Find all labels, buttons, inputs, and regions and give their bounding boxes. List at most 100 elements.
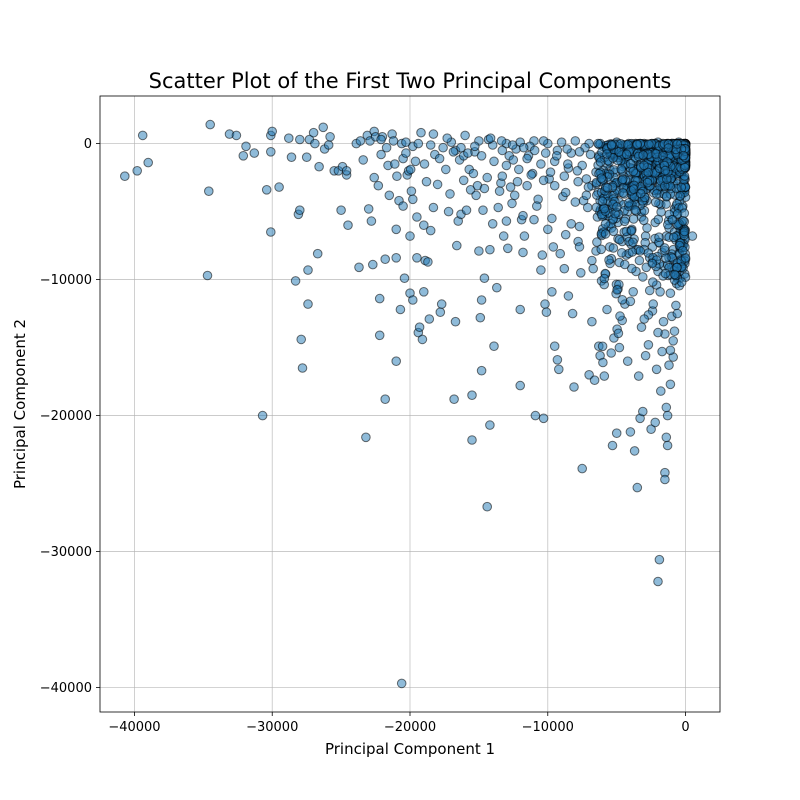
data-point [286,152,297,162]
data-point [619,216,630,227]
data-point [413,138,424,149]
data-point [436,299,447,309]
data-point [474,246,484,256]
data-point [625,158,636,169]
data-point [318,122,329,133]
data-point [627,247,638,257]
data-point [628,184,639,194]
data-point [639,215,649,226]
data-point [434,153,445,164]
data-point [638,406,648,417]
data-point [655,287,665,297]
data-point [600,229,611,239]
data-point [556,137,567,147]
data-point [529,214,539,225]
data-point [432,179,443,190]
data-point [423,257,433,267]
data-point [599,371,610,381]
data-point [336,205,346,215]
data-point [634,255,645,266]
y-tick-label: −30000 [40,545,92,560]
data-point [493,202,504,213]
data-point [366,216,377,226]
data-point [479,183,490,194]
data-point [380,254,391,265]
data-point [395,304,406,315]
data-point [647,258,658,269]
data-point [485,133,496,143]
data-point [310,138,320,149]
data-point [592,237,602,247]
data-point [537,250,548,260]
data-point [205,119,215,130]
data-point [408,295,418,305]
data-point [577,463,588,474]
data-point [424,314,435,324]
data-point [560,187,571,198]
data-point [479,273,490,284]
data-point [461,205,472,215]
data-point [428,129,439,139]
data-point [312,248,323,259]
data-point [463,148,473,158]
data-point [388,136,399,146]
data-point [632,139,643,150]
data-point [630,205,641,215]
data-point [622,356,633,367]
data-point [509,190,520,201]
data-point [512,176,523,187]
data-point [529,145,540,156]
data-point [391,224,402,235]
data-point [551,151,562,161]
data-point [494,186,505,196]
data-point [478,205,488,215]
data-point [582,202,593,213]
data-point [518,247,528,258]
data-point [598,357,608,368]
data-point [574,242,585,252]
data-point [613,328,624,339]
data-point [355,136,366,146]
data-point [651,189,662,199]
data-point [628,287,639,297]
data-point [600,219,611,229]
data-point [396,678,407,689]
data-point [538,136,549,146]
data-point [518,210,528,221]
data-point [675,191,685,201]
data-point [373,180,384,191]
data-point [421,176,432,187]
data-point [658,316,669,327]
data-point [572,166,583,176]
x-tick-label: 0 [681,720,689,735]
data-point [471,190,481,201]
data-point [662,440,673,451]
data-point [249,148,260,158]
data-point [638,272,648,282]
data-point [343,220,353,230]
data-point [390,159,400,169]
data-point [608,243,619,253]
data-point [628,214,639,224]
data-point [547,287,557,297]
data-point [303,299,313,309]
data-point [661,432,672,443]
data-point [416,127,426,138]
data-point [585,149,596,160]
data-point [576,268,586,278]
data-point [644,139,654,150]
data-point [570,197,581,207]
data-point [425,140,436,150]
data-point [261,185,272,195]
data-point [363,204,374,214]
data-point [456,142,466,153]
data-point [266,227,276,237]
data-point [650,197,661,208]
data-point [452,240,462,251]
x-tick-label: −30000 [246,720,298,735]
data-point [602,149,612,159]
data-point [671,300,681,311]
data-point [596,173,607,183]
data-point [532,201,542,211]
